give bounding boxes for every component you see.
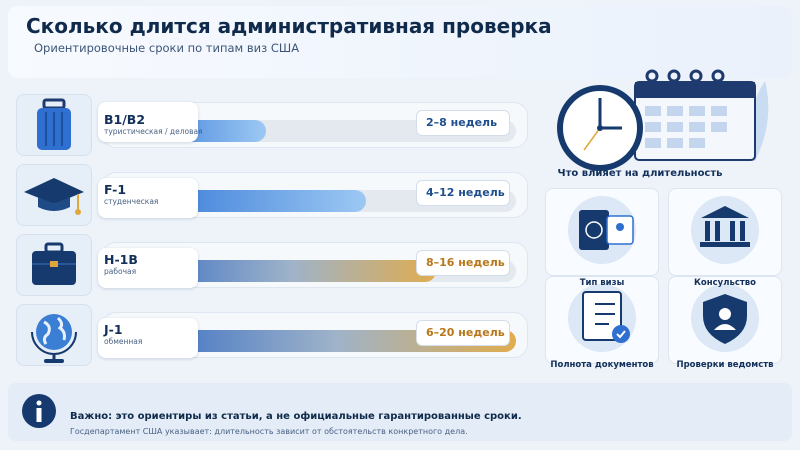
note-title: Важно: это ориентиры из статьи, а не офи… xyxy=(70,411,522,422)
subtitle: Ориентировочные сроки по типам виз США xyxy=(34,41,300,55)
visa-desc: студенческая xyxy=(104,197,159,206)
title: Сколько длится административная проверка xyxy=(26,14,552,38)
duration-box xyxy=(416,110,510,136)
duration-box xyxy=(416,320,510,346)
visa-code: F-1 xyxy=(104,182,127,197)
cap-icon xyxy=(24,178,84,215)
factors-title: Что влияет на длительность xyxy=(557,168,723,179)
visa-row: B1/B2 туристическая / деловая 2–8 недель xyxy=(16,94,528,156)
factor-label: Полнота документов xyxy=(550,360,654,370)
factor-label: Консульство xyxy=(693,278,757,288)
visa-desc: рабочая xyxy=(104,267,137,276)
visa-row: J-1 обменная 6–20 недель xyxy=(16,304,528,366)
globe-icon xyxy=(31,314,77,363)
factor-icons xyxy=(568,196,759,352)
visa-row: F-1 студенческая 4–12 недель xyxy=(16,164,528,226)
duration: 4–12 недель xyxy=(426,186,505,199)
calendar-illustration xyxy=(557,69,769,171)
duration: 8–16 недель xyxy=(426,256,505,269)
visa-code: H-1B xyxy=(104,252,138,267)
info-icon xyxy=(22,394,56,428)
label-box xyxy=(98,102,198,142)
label-box xyxy=(98,178,198,218)
briefcase-icon xyxy=(32,242,76,285)
duration: 6–20 недель xyxy=(426,326,505,339)
label-box xyxy=(98,318,198,358)
factor-label: Проверки ведомств xyxy=(676,360,774,370)
note-panel xyxy=(8,383,792,441)
visa-code: B1/B2 xyxy=(104,112,146,127)
duration: 2–8 недель xyxy=(426,116,498,129)
visa-desc: туристическая / деловая xyxy=(104,127,203,136)
suitcase-icon xyxy=(37,98,71,150)
visa-desc: обменная xyxy=(104,337,143,346)
visa-row: H-1B рабочая 8–16 недель xyxy=(16,234,528,296)
label-box xyxy=(98,248,198,288)
header xyxy=(8,6,792,78)
visa-code: J-1 xyxy=(104,322,123,337)
duration-box xyxy=(416,250,510,276)
factor-label: Тип визы xyxy=(579,278,625,288)
note-text: Госдепартамент США указывает: длительнос… xyxy=(70,427,468,436)
duration-box xyxy=(416,180,510,206)
